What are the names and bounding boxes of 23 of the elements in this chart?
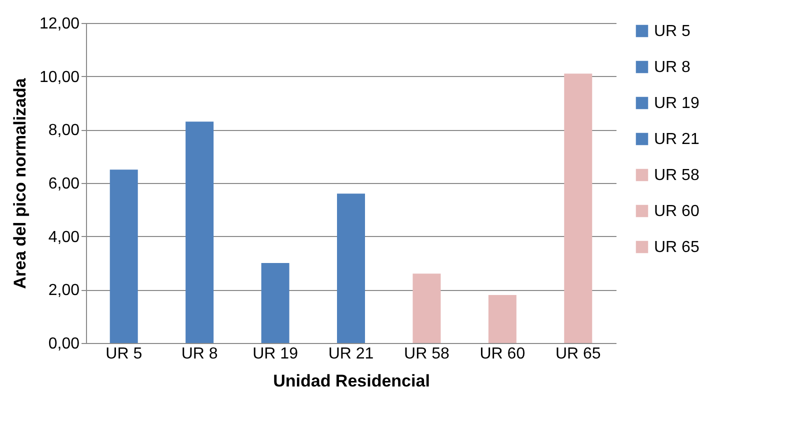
- legend-label: UR 58: [654, 167, 700, 184]
- x-tick-label: UR 58: [404, 346, 450, 362]
- y-tick-label: 10,00: [39, 68, 80, 86]
- legend-label: UR 21: [654, 131, 700, 148]
- x-tick-label: UR 19: [252, 346, 298, 362]
- x-tick-label: UR 65: [555, 346, 601, 362]
- y-tick-label: 6,00: [48, 176, 80, 192]
- x-axis-title: Unidad Residencial: [273, 372, 430, 390]
- legend-label: UR 60: [654, 203, 700, 220]
- y-tick-label: 2,00: [48, 282, 80, 300]
- y-tick-label: 12,00: [39, 16, 80, 32]
- y-axis-title: Area del pico normalizada: [10, 78, 30, 289]
- legend-label: UR 8: [654, 59, 691, 76]
- legend-label: UR 5: [654, 23, 691, 40]
- x-tick-label: UR 60: [480, 346, 526, 362]
- y-tick-label: 4,00: [48, 228, 80, 246]
- legend-label: UR 65: [654, 239, 700, 256]
- legend-label: UR 19: [654, 95, 700, 112]
- x-tick-label: UR 8: [181, 346, 218, 362]
- y-tick-label: 8,00: [48, 122, 80, 140]
- x-tick-label: UR 21: [328, 346, 374, 362]
- x-tick-label: UR 5: [106, 346, 142, 362]
- y-tick-label: 0,00: [48, 336, 80, 352]
